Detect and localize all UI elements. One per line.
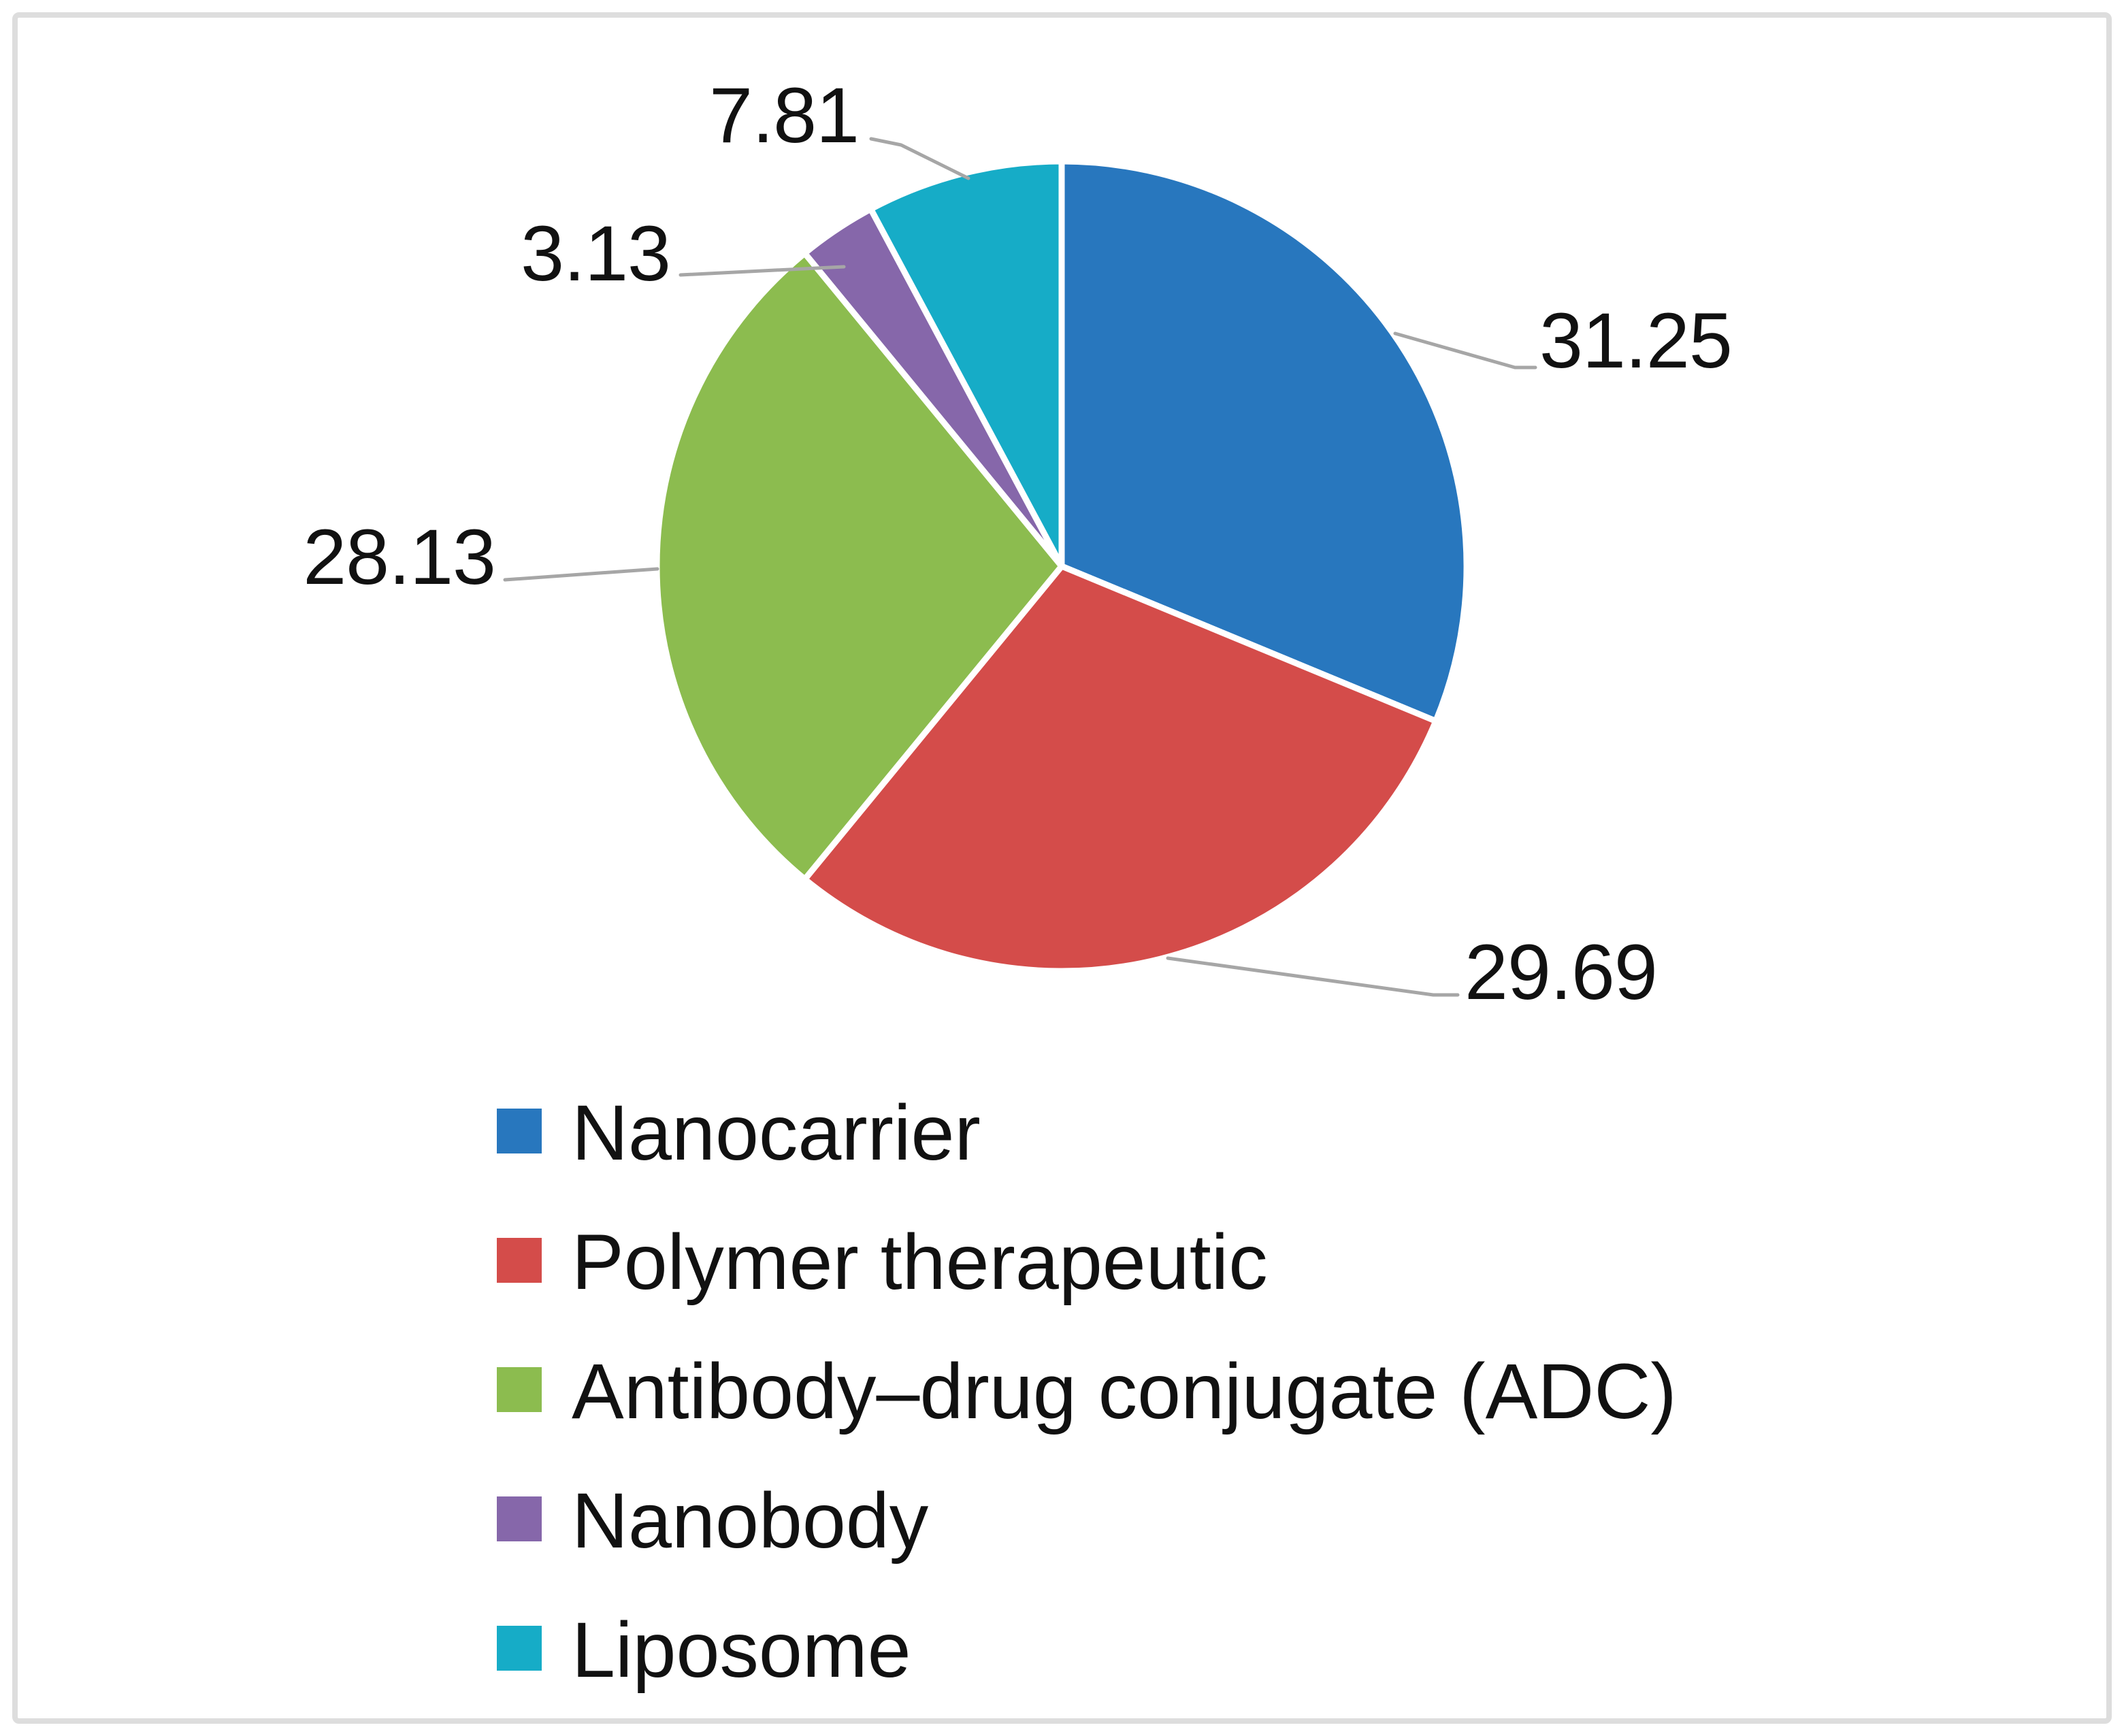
leader-line-liposome (869, 137, 970, 180)
pie-slice-nanocarrier (1058, 158, 1470, 725)
leader-line-nanocarrier (1393, 331, 1537, 370)
value-label-nanocarrier: 31.25 (1539, 297, 1732, 384)
legend-label-polymer-therapeutic: Polymer therapeutic (572, 1219, 1268, 1306)
value-label-adc: 28.13 (303, 514, 495, 601)
legend-swatch-liposome (497, 1626, 542, 1671)
figure-border (12, 12, 2112, 1724)
legend-swatch-polymer-therapeutic (497, 1238, 542, 1283)
legend: Nanocarrier Polymer therapeutic Antibody… (497, 1090, 1677, 1694)
legend-item-adc: Antibody–drug conjugate (ADC) (497, 1348, 1677, 1435)
legend-item-nanobody: Nanobody (497, 1477, 929, 1565)
leader-line-adc (503, 567, 659, 582)
legend-item-liposome: Liposome (497, 1607, 911, 1694)
value-label-nanobody: 3.13 (521, 210, 670, 297)
legend-swatch-nanobody (497, 1496, 542, 1541)
value-label-liposome: 7.81 (709, 72, 859, 159)
legend-swatch-nanocarrier (497, 1109, 542, 1153)
pie-slice-polymer-therapeutic (802, 563, 1439, 975)
legend-label-adc: Antibody–drug conjugate (ADC) (572, 1348, 1677, 1435)
legend-item-nanocarrier: Nanocarrier (497, 1090, 981, 1177)
pie-slice-antibody-drug-conjugate-adc (653, 250, 1065, 883)
leader-lines (503, 137, 1537, 997)
value-labels: 31.25 29.69 28.13 3.13 7.81 (303, 72, 1733, 1016)
legend-label-liposome: Liposome (572, 1607, 911, 1694)
leader-line-nanobody (679, 265, 846, 277)
pie-slice-liposome (868, 158, 1065, 570)
leader-line-polymer-therapeutic (1166, 956, 1460, 997)
legend-label-nanocarrier: Nanocarrier (572, 1090, 981, 1177)
pie (653, 158, 1470, 975)
legend-label-nanobody: Nanobody (572, 1477, 929, 1565)
value-label-polymer-therapeutic: 29.69 (1465, 929, 1657, 1016)
legend-item-polymer-therapeutic: Polymer therapeutic (497, 1219, 1268, 1306)
legend-swatch-adc (497, 1367, 542, 1412)
